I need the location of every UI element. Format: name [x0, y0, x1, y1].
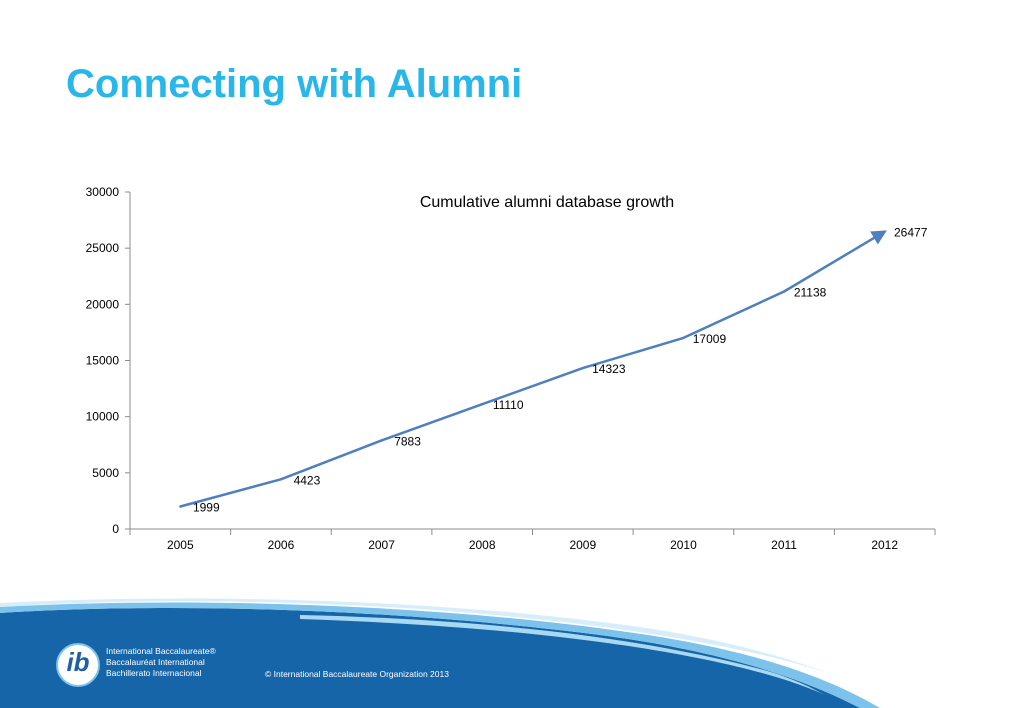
data-label: 4423 — [294, 473, 321, 487]
x-tick-label: 2007 — [368, 538, 395, 552]
chart-title: Cumulative alumni database growth — [420, 194, 674, 211]
data-point — [480, 402, 484, 406]
slide-title: Connecting with Alumni — [66, 62, 523, 106]
y-tick-label: 15000 — [86, 354, 120, 368]
y-tick-label: 30000 — [86, 185, 120, 199]
x-tick-label: 2011 — [771, 538, 797, 552]
copyright-notice: © International Baccalaureate Organizati… — [265, 669, 449, 679]
y-tick-label: 10000 — [86, 410, 120, 424]
ib-logo: ib — [56, 643, 100, 687]
ib-logo-text: ib — [66, 647, 90, 677]
x-tick-label: 2008 — [469, 538, 496, 552]
organization-names: International Baccalaureate® Baccalauréa… — [106, 646, 216, 679]
data-label: 7883 — [394, 434, 421, 448]
data-point — [782, 290, 786, 293]
data-point — [682, 336, 685, 340]
data-point — [883, 230, 886, 233]
x-tick-label: 2010 — [670, 538, 697, 552]
data-point — [581, 366, 585, 370]
x-tick-label: 2012 — [871, 538, 898, 552]
data-point — [380, 439, 383, 442]
data-label: 17009 — [693, 332, 727, 346]
y-tick-label: 20000 — [86, 297, 120, 311]
data-label: 11110 — [493, 398, 524, 412]
org-name-spanish: Bachillerato Internacional — [106, 668, 202, 678]
data-label: 14323 — [592, 362, 626, 376]
x-tick-label: 2009 — [569, 538, 596, 552]
x-tick-label: 2006 — [268, 538, 295, 552]
y-tick-label: 5000 — [92, 466, 119, 480]
series-line — [179, 230, 887, 508]
data-label: 1999 — [193, 501, 220, 515]
y-tick-label: 25000 — [86, 241, 120, 255]
org-name-english: International Baccalaureate® — [106, 646, 216, 656]
data-label: 26477 — [894, 226, 928, 240]
org-name-french: Baccalauréat International — [106, 657, 205, 667]
footer-wave-background — [0, 598, 880, 708]
data-label: 21138 — [794, 286, 827, 300]
data-point — [179, 505, 182, 508]
y-tick-label: 0 — [112, 522, 119, 536]
data-point — [279, 478, 283, 481]
x-tick-label: 2005 — [167, 538, 194, 552]
